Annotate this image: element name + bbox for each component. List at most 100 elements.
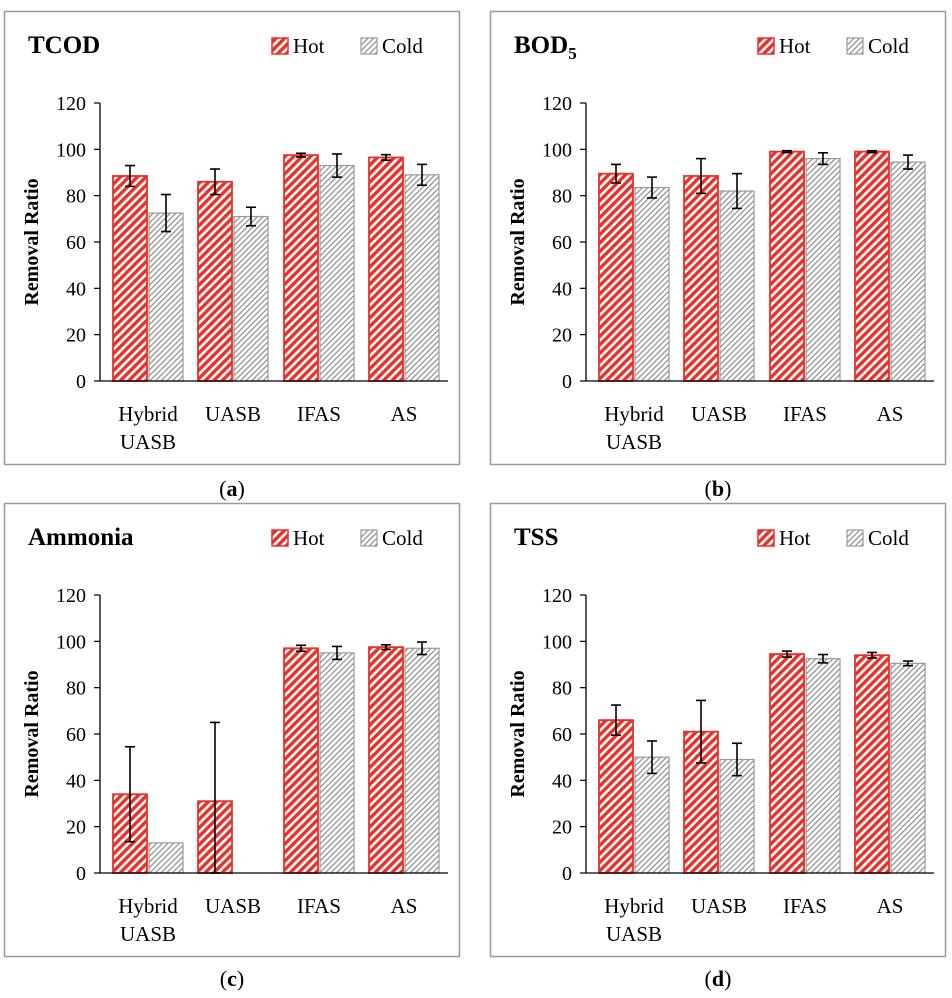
caption-paren: ( (705, 966, 712, 991)
bar-cold-1 (719, 190, 755, 382)
x-tick-label: AS (391, 402, 418, 426)
bar-cold-2 (805, 158, 841, 382)
caption-paren: ( (220, 966, 227, 991)
y-tick-label: 120 (56, 93, 86, 115)
chart-title: TSS (514, 524, 558, 551)
y-tick-label: 100 (542, 139, 572, 161)
legend-swatch-hot (757, 37, 775, 55)
chart-panel-2: Ammonia Hot Cold 0 20 40 60 80 100 120 Removal Rat… (3, 502, 461, 958)
x-tick-label: IFAS (297, 402, 341, 426)
bar-cold-3 (890, 161, 926, 382)
x-tick-label: Hybrid (118, 894, 178, 918)
bar-cold-2 (319, 164, 355, 382)
legend-label-cold: Cold (868, 34, 909, 58)
y-tick-label: 80 (552, 186, 572, 208)
x-tick-label: AS (877, 894, 904, 918)
bar-cold-0 (148, 212, 184, 382)
panel-frame (489, 502, 947, 958)
caption-paren: ) (238, 476, 245, 501)
panel-frame (489, 10, 947, 466)
y-tick-label: 100 (56, 631, 86, 653)
legend-label-hot: Hot (779, 526, 811, 550)
chart-panel-1: BOD5 Hot Cold 0 20 40 60 80 100 120 Removal Ratio H… (489, 10, 947, 466)
y-tick-label: 20 (66, 325, 86, 347)
y-tick-label: 40 (552, 770, 572, 792)
caption-paren: ) (237, 966, 244, 991)
bar-hot-0 (598, 719, 634, 874)
y-axis-title: Removal Ratio (21, 178, 43, 305)
chart-title: BOD5 (514, 32, 577, 63)
x-tick-label: UASB (606, 430, 662, 454)
y-tick-label: 80 (552, 678, 572, 700)
y-tick-label: 60 (552, 724, 572, 746)
legend-label-hot: Hot (293, 526, 325, 550)
y-tick-label: 0 (562, 371, 572, 393)
legend-swatch-cold (360, 37, 378, 55)
bar-hot-3 (854, 654, 890, 874)
legend-label-cold: Cold (382, 526, 423, 550)
caption-paren: ( (705, 476, 712, 501)
bar-cold-2 (319, 652, 355, 874)
y-tick-label: 60 (66, 232, 86, 254)
legend: Hot Cold (271, 34, 423, 58)
bar-hot-3 (368, 156, 404, 382)
chart-panel-0: TCOD Hot Cold 0 20 40 60 80 100 120 Removal Ratio H… (3, 10, 461, 466)
bar-cold-0 (148, 842, 184, 874)
x-tick-label: IFAS (297, 894, 341, 918)
y-tick-label: 100 (542, 631, 572, 653)
caption-letter: b (712, 476, 724, 501)
bar-hot-2 (283, 154, 319, 382)
legend-swatch-hot (271, 529, 289, 547)
legend-swatch-hot (271, 37, 289, 55)
legend: Hot Cold (757, 34, 909, 58)
y-tick-label: 20 (552, 817, 572, 839)
chart-title: Ammonia (28, 524, 134, 551)
panel-caption: (d) (705, 966, 732, 991)
chart-panel-3: TSS Hot Cold 0 20 40 60 80 100 120 Removal Ratio Hy… (489, 502, 947, 958)
bar-hot-2 (283, 647, 319, 874)
x-tick-label: AS (391, 894, 418, 918)
y-tick-label: 0 (562, 863, 572, 885)
legend-label-hot: Hot (293, 34, 325, 58)
x-tick-label: Hybrid (604, 894, 664, 918)
y-tick-label: 120 (542, 93, 572, 115)
bar-cold-0 (634, 756, 670, 874)
caption-letter: c (227, 966, 237, 991)
x-tick-label: AS (877, 402, 904, 426)
legend: Hot Cold (757, 526, 909, 550)
y-tick-label: 20 (66, 817, 86, 839)
caption-paren: ) (724, 476, 731, 501)
y-tick-label: 80 (66, 678, 86, 700)
y-tick-label: 120 (56, 585, 86, 607)
bar-hot-3 (854, 150, 890, 382)
x-tick-label: Hybrid (604, 402, 664, 426)
bar-hot-0 (598, 172, 634, 382)
y-axis-title: Removal Ratio (507, 670, 529, 797)
y-tick-label: 60 (66, 724, 86, 746)
y-axis-title: Removal Ratio (21, 670, 43, 797)
y-tick-label: 20 (552, 325, 572, 347)
panel-caption: (a) (219, 476, 245, 501)
bar-cold-3 (404, 174, 440, 382)
caption-paren: ) (724, 966, 731, 991)
y-tick-label: 40 (66, 278, 86, 300)
bar-cold-1 (233, 215, 269, 382)
panel-frame (3, 502, 461, 958)
bar-cold-3 (404, 647, 440, 874)
bar-hot-1 (683, 175, 719, 382)
x-tick-label: UASB (205, 402, 261, 426)
y-tick-label: 120 (542, 585, 572, 607)
caption-letter: a (227, 476, 238, 501)
caption-letter: d (712, 966, 724, 991)
bar-hot-0 (112, 175, 148, 382)
legend-swatch-cold (360, 529, 378, 547)
x-tick-label: Hybrid (118, 402, 178, 426)
panel-caption: (c) (220, 966, 244, 991)
panel-caption: (b) (705, 476, 732, 501)
y-tick-label: 40 (552, 278, 572, 300)
bar-hot-1 (197, 180, 233, 382)
legend-swatch-cold (846, 37, 864, 55)
legend-label-hot: Hot (779, 34, 811, 58)
legend-label-cold: Cold (382, 34, 423, 58)
chart-title-subscript: 5 (568, 44, 577, 63)
